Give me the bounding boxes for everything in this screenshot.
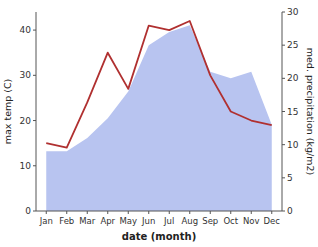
y-tick [33,30,36,31]
y-axis-title: max temp (C) [2,79,13,145]
y2-tick-label: 5 [287,173,293,183]
x-tick [87,211,88,214]
y2-tick [282,111,285,112]
x-tick [189,211,190,214]
y2-tick [282,78,285,79]
x-tick [230,211,231,214]
x-tick-label: Sep [202,216,218,226]
x-tick-label: Jun [141,216,155,226]
y-axis-line [36,12,37,211]
y2-tick-label: 10 [287,140,299,150]
x-tick-label: Jul [163,216,174,226]
x-axis-title: date (month) [122,231,196,242]
y-tick [33,120,36,121]
x-tick-label: Dec [264,216,281,226]
x-tick [271,211,272,214]
y-tick-label: 20 [20,116,32,126]
y-tick [33,75,36,76]
x-tick-label: Nov [243,216,260,226]
x-tick [169,211,170,214]
x-tick [66,211,67,214]
y-tick-label: 0 [25,206,31,216]
y2-tick-label: 0 [287,206,293,216]
x-axis-line [36,211,282,212]
x-tick [251,211,252,214]
x-tick-label: Feb [59,216,74,226]
y2-tick-label: 20 [287,73,299,83]
plot-area [46,21,272,211]
x-tick [107,211,108,214]
x-tick [128,211,129,214]
x-tick [210,211,211,214]
y2-tick [282,45,285,46]
x-tick-label: Oct [223,216,238,226]
y-tick-label: 10 [20,161,32,171]
x-tick-label: Mar [79,216,96,226]
chart-container: 0 10 20 30 40 0 5 10 15 20 25 30 Jan Feb Mar Apr May Jun J… [0,0,318,247]
y-tick [33,165,36,166]
x-tick-label: May [119,216,137,226]
y2-axis-title: med. precipitation (kg/m2) [305,48,316,175]
y2-tick [282,144,285,145]
y2-tick [282,12,285,13]
x-tick-label: Apr [100,216,115,226]
y2-tick-label: 30 [287,7,299,17]
y-tick [33,211,36,212]
temperature-line [46,21,272,148]
y2-tick [282,211,285,212]
y-tick-label: 40 [20,25,32,35]
y2-tick-label: 25 [287,40,298,50]
y2-tick [282,177,285,178]
x-tick-label: Aug [181,216,198,226]
y-tick-label: 30 [20,70,32,80]
x-tick [148,211,149,214]
y2-tick-label: 15 [287,107,298,117]
x-tick [46,211,47,214]
chart: 0 10 20 30 40 0 5 10 15 20 25 30 Jan Feb Mar Apr May Jun J… [0,0,318,247]
x-tick-label: Jan [39,216,53,226]
